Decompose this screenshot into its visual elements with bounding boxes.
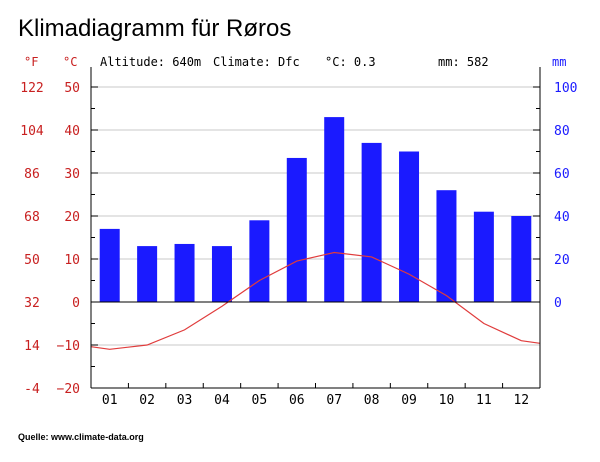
climate-info: Climate: Dfc bbox=[213, 55, 300, 69]
mm-tick-label: 0 bbox=[554, 296, 562, 311]
celsius-tick-label: 40 bbox=[64, 124, 80, 139]
month-label: 08 bbox=[364, 393, 380, 408]
month-label: 03 bbox=[177, 393, 193, 408]
precipitation-bar-12 bbox=[511, 216, 532, 302]
fahrenheit-tick-label: 86 bbox=[24, 167, 40, 182]
precipitation-bar-09 bbox=[399, 151, 420, 302]
month-label: 12 bbox=[513, 393, 529, 408]
month-label: 07 bbox=[326, 393, 342, 408]
precipitation-bar-10 bbox=[436, 190, 457, 302]
fahrenheit-tick-label: -4 bbox=[24, 382, 40, 397]
celsius-tick-label: 10 bbox=[64, 253, 80, 268]
grid-lines bbox=[91, 86, 540, 346]
altitude-info: Altitude: 640m bbox=[100, 55, 201, 69]
month-label: 04 bbox=[214, 393, 230, 408]
month-label: 05 bbox=[252, 393, 268, 408]
temperature-line bbox=[90, 251, 541, 350]
celsius-tick-label: −10 bbox=[57, 339, 80, 354]
mm-tick-label: 80 bbox=[554, 124, 570, 139]
fahrenheit-tick-label: 104 bbox=[20, 124, 44, 139]
celsius-tick-label: 20 bbox=[64, 210, 80, 225]
temperature-info: °C: 0.3 bbox=[325, 55, 376, 69]
chart-title: Klimadiagramm für Røros bbox=[18, 15, 291, 42]
fahrenheit-tick-label: 50 bbox=[24, 253, 40, 268]
celsius-tick-label: −20 bbox=[57, 382, 80, 397]
month-label: 06 bbox=[289, 393, 305, 408]
celsius-tick-label: 30 bbox=[64, 167, 80, 182]
tick-labels: 50403020100−10−201221048668503214-410080… bbox=[20, 81, 577, 408]
precipitation-bar-03 bbox=[174, 243, 195, 302]
precipitation-bars bbox=[99, 117, 532, 302]
fahrenheit-tick-label: 68 bbox=[24, 210, 40, 225]
precipitation-bar-01 bbox=[99, 228, 120, 302]
mm-tick-label: 20 bbox=[554, 253, 570, 268]
celsius-tick-label: 50 bbox=[64, 81, 80, 96]
precipitation-bar-07 bbox=[324, 117, 345, 302]
fahrenheit-tick-label: 32 bbox=[24, 296, 40, 311]
precipitation-info: mm: 582 bbox=[438, 55, 489, 69]
precipitation-bar-11 bbox=[473, 211, 494, 302]
month-label: 02 bbox=[139, 393, 155, 408]
fahrenheit-tick-label: 122 bbox=[20, 81, 43, 96]
precipitation-bar-04 bbox=[211, 246, 232, 302]
source-note: Quelle: www.climate-data.org bbox=[18, 432, 144, 442]
mm-tick-label: 100 bbox=[554, 81, 577, 96]
precipitation-bar-06 bbox=[286, 157, 307, 302]
temperature-series bbox=[90, 251, 541, 350]
precipitation-bar-05 bbox=[249, 220, 270, 302]
axes bbox=[90, 67, 541, 389]
celsius-unit-label: °C bbox=[63, 55, 77, 69]
mm-unit-label: mm bbox=[552, 55, 566, 69]
fahrenheit-tick-label: 14 bbox=[24, 339, 40, 354]
mm-tick-label: 60 bbox=[554, 167, 570, 182]
fahrenheit-unit-label: °F bbox=[24, 55, 38, 69]
month-label: 11 bbox=[476, 393, 492, 408]
precipitation-bar-02 bbox=[137, 246, 158, 302]
month-label: 01 bbox=[102, 393, 118, 408]
precipitation-bar-08 bbox=[361, 142, 382, 302]
celsius-tick-label: 0 bbox=[72, 296, 80, 311]
mm-tick-label: 40 bbox=[554, 210, 570, 225]
month-label: 10 bbox=[439, 393, 455, 408]
month-label: 09 bbox=[401, 393, 417, 408]
